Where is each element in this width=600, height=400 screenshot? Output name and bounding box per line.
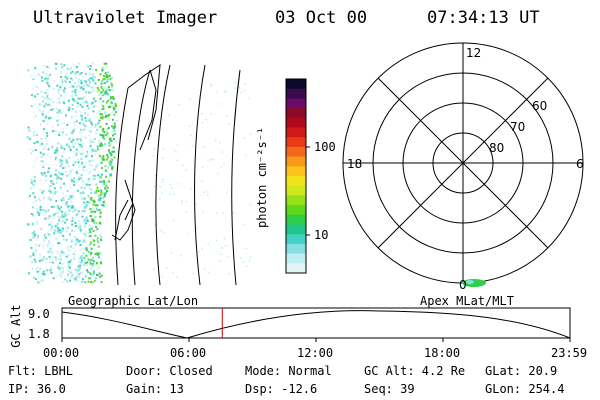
colorbar-swatch [286, 79, 306, 90]
colorbar-swatch [286, 234, 306, 245]
colorbar-swatches [286, 79, 306, 274]
timeline-y-tick-min: 1.8 [28, 327, 50, 341]
mlt-label-12: 12 [466, 46, 481, 60]
timeline-right-title: Apex MLat/MLT [420, 294, 514, 308]
polar-emission-spot [462, 279, 486, 287]
colorbar-swatch [286, 205, 306, 216]
timeline-y-tick-max: 9.0 [28, 307, 50, 321]
date-label: 03 Oct 00 [275, 8, 368, 28]
colorbar-swatch [286, 117, 306, 128]
colorbar-swatch [286, 253, 306, 264]
colorbar-swatch [286, 108, 306, 119]
seq-info: Seq: 39 [364, 382, 415, 396]
dsp-info: Dsp: -12.6 [245, 382, 318, 396]
door-info: Door: Closed [126, 364, 213, 378]
gain-info: Gain: 13 [126, 382, 184, 396]
colorbar-swatch [286, 137, 306, 148]
colorbar-swatch [286, 146, 306, 158]
mlt-label-0: 0 [459, 278, 467, 292]
filter-info: Flt: LBHL [8, 364, 74, 378]
colorbar-swatch [286, 243, 306, 255]
timeline-x-tick-0000: 00:00 [43, 346, 80, 360]
lat-label-70: 70 [510, 120, 525, 134]
colorbar-swatch [286, 166, 306, 177]
lat-label-80: 80 [489, 141, 504, 155]
colorbar-swatch [286, 127, 306, 138]
ip-info: IP: 36.0 [8, 382, 66, 396]
timeline-x-tick-2359: 23:59 [551, 346, 588, 360]
aurora-emission-pixels [26, 62, 252, 284]
instrument-title: Ultraviolet Imager [33, 8, 218, 28]
diagonal-line-2 [377, 77, 549, 249]
glat-info: GLat: 20.9 [485, 364, 558, 378]
timeline-x-tick-0600: 06:00 [170, 346, 207, 360]
colorbar-swatch [286, 224, 306, 235]
colorbar-swatch [286, 214, 306, 225]
colorbar-swatch [286, 263, 306, 274]
colorbar-tick-10: 10 [314, 228, 329, 242]
time-label: 07:34:13 UT [427, 8, 540, 28]
lat-label-60: 60 [532, 99, 547, 113]
altitude-curve [61, 310, 571, 339]
mode-info: Mode: Normal [245, 364, 332, 378]
colorbar-swatch [286, 176, 306, 187]
map-grid-lines [111, 64, 241, 286]
colorbar-swatch [286, 88, 306, 99]
colorbar-swatch [286, 156, 306, 167]
colorbar-swatch [286, 98, 306, 109]
timeline-left-title: Geographic Lat/Lon [68, 294, 199, 308]
mlt-label-18: 18 [347, 157, 362, 171]
timeline-x-tick-1200: 12:00 [297, 346, 334, 360]
gc-alt-info: GC Alt: 4.2 Re [364, 364, 466, 378]
mlt-label-6: 6 [576, 157, 584, 171]
colorbar-swatch [286, 185, 306, 196]
colorbar-tick-100: 100 [314, 140, 336, 154]
colorbar-swatch [286, 195, 306, 206]
timeline-x-tick-1800: 18:00 [424, 346, 461, 360]
glon-info: GLon: 254.4 [485, 382, 565, 396]
